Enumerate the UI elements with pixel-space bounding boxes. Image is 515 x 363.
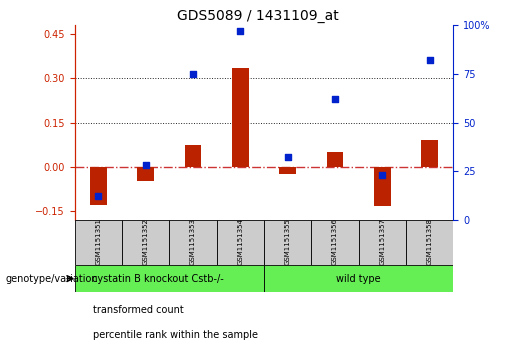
Text: percentile rank within the sample: percentile rank within the sample [93,330,258,340]
Point [425,57,434,63]
Text: GSM1151352: GSM1151352 [143,218,149,265]
Bar [185,144,201,167]
FancyBboxPatch shape [406,220,453,265]
Point [283,155,291,160]
Bar [421,140,438,167]
Bar [232,68,249,167]
Text: GSM1151351: GSM1151351 [95,218,101,265]
Text: genotype/variation: genotype/variation [5,274,98,284]
FancyBboxPatch shape [264,265,453,292]
Point [331,96,339,102]
Text: transformed count: transformed count [93,305,183,315]
Text: GSM1151353: GSM1151353 [190,218,196,265]
FancyBboxPatch shape [217,220,264,265]
Text: wild type: wild type [336,274,381,284]
Text: GSM1151358: GSM1151358 [426,218,433,265]
Text: GSM1151354: GSM1151354 [237,218,243,265]
Point [236,28,245,34]
FancyBboxPatch shape [311,220,358,265]
Point [142,162,150,168]
FancyBboxPatch shape [75,265,264,292]
Text: GSM1151356: GSM1151356 [332,218,338,265]
FancyBboxPatch shape [169,220,217,265]
Text: cystatin B knockout Cstb-/-: cystatin B knockout Cstb-/- [92,274,224,284]
Bar [279,167,296,174]
Text: GDS5089 / 1431109_at: GDS5089 / 1431109_at [177,9,338,23]
Text: GSM1151355: GSM1151355 [285,218,290,265]
FancyBboxPatch shape [75,220,122,265]
FancyBboxPatch shape [264,220,311,265]
Text: GSM1151357: GSM1151357 [379,218,385,265]
Point [378,172,386,178]
Point [189,71,197,77]
FancyBboxPatch shape [122,220,169,265]
Bar [374,167,390,207]
Bar [138,167,154,182]
Bar [90,167,107,205]
Point [94,193,102,199]
FancyBboxPatch shape [358,220,406,265]
Bar [327,152,343,167]
